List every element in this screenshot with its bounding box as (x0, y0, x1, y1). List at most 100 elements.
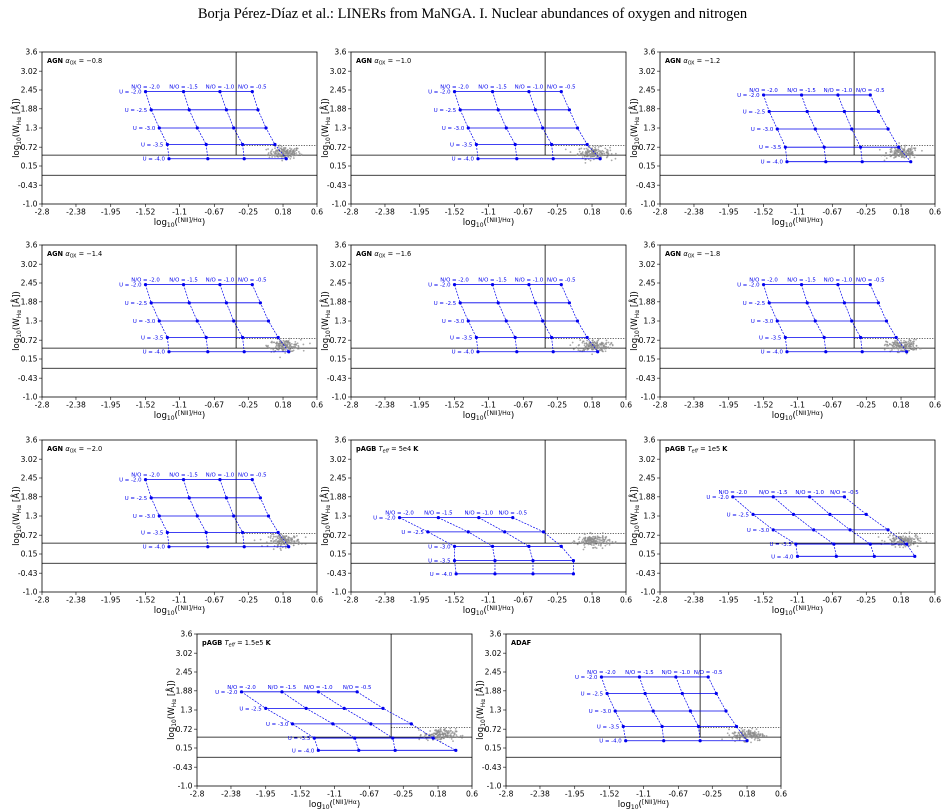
model-node (204, 335, 208, 340)
x-tick-label: -1.95 (565, 790, 585, 799)
x-tick-label: -2.8 (344, 401, 359, 410)
model-node (624, 739, 628, 743)
observed-point (594, 146, 596, 149)
observed-point (896, 148, 899, 151)
observed-point (449, 727, 452, 730)
y-tick-label: -0.43 (636, 181, 656, 190)
x-tick-label: -0.67 (822, 596, 842, 605)
observed-point (601, 350, 604, 353)
observed-point (595, 540, 597, 543)
y-tick-label: 1.88 (639, 493, 656, 502)
model-node (585, 335, 589, 340)
model-node (264, 126, 268, 130)
observed-point (276, 155, 279, 158)
model-node (458, 108, 462, 112)
observed-point (883, 540, 886, 543)
y-tick-label: 3.02 (21, 455, 38, 464)
observed-point (279, 342, 282, 345)
no-line (560, 284, 598, 352)
no-line (837, 284, 863, 352)
observed-point (596, 341, 599, 344)
plot-frame (659, 51, 936, 205)
observed-point (749, 731, 752, 734)
model-node (452, 283, 457, 287)
observed-point (299, 338, 302, 341)
model-node (452, 544, 457, 549)
model-node (541, 530, 546, 534)
observed-point (287, 536, 290, 538)
x-tick-label: 0.18 (893, 208, 910, 217)
observed-point (900, 147, 903, 149)
observed-point (603, 347, 606, 350)
observed-point (752, 733, 755, 736)
panel-11: -2.8 -2.38 -1.95 -1.52 -1.1 -0.67 -0.25 0.18 0.6… (474, 630, 787, 810)
x-tick-label: 0.6 (620, 208, 632, 217)
x-tick-label: 0.6 (775, 790, 787, 799)
observed-point (890, 349, 893, 351)
observed-point (743, 740, 746, 743)
model-node (454, 748, 458, 752)
observed-point (423, 735, 426, 738)
observed-point (898, 142, 901, 144)
u-label: U = -2.0 (737, 283, 760, 289)
model-node (621, 724, 625, 729)
y-tick-label: 1.88 (21, 298, 38, 307)
model-node (511, 516, 515, 520)
no-label: N/O = -2.0 (131, 278, 160, 284)
observed-point (605, 156, 608, 159)
y-tick-label: 1.3 (25, 124, 37, 133)
observed-point (605, 341, 608, 344)
observed-point (744, 734, 747, 737)
model-node (651, 709, 655, 713)
observed-point (450, 732, 453, 735)
x-tick-label: 0.6 (929, 208, 941, 217)
u-label: U = -2.5 (434, 108, 456, 114)
observed-point (728, 728, 730, 731)
observed-point (588, 541, 591, 544)
observed-point (253, 539, 256, 542)
model-node (397, 516, 402, 520)
observed-point (721, 738, 723, 741)
observed-point (277, 544, 279, 547)
no-line (219, 91, 245, 159)
observed-point (591, 537, 593, 540)
y-axis-label: log10(WHα [Å]) (628, 486, 641, 546)
x-tick-label: -2.38 (375, 401, 395, 410)
observed-point (442, 733, 444, 736)
model-node (858, 145, 863, 149)
x-tick-label: 0.18 (584, 401, 601, 410)
model-node (567, 108, 571, 112)
model-node (264, 706, 268, 710)
model-node (783, 335, 787, 340)
observed-point (749, 732, 752, 735)
model-node (165, 142, 169, 147)
observed-point (892, 534, 894, 537)
x-tick-label: -2.38 (684, 401, 704, 410)
x-tick-label: -2.38 (66, 208, 86, 217)
u-label: U = -2.0 (706, 495, 729, 501)
observed-point (597, 544, 600, 546)
y-tick-label: 3.6 (643, 241, 655, 250)
y-tick-label: 0.72 (176, 725, 193, 734)
no-label: N/O = -1.5 (424, 511, 453, 517)
observed-point (909, 151, 912, 154)
x-tick-label: 0.6 (311, 208, 323, 217)
model-node (868, 93, 872, 97)
observed-point (594, 148, 597, 151)
observed-point (902, 546, 905, 549)
observed-point (614, 152, 617, 155)
u-label: U = -2.5 (125, 108, 147, 114)
x-tick-label: -1.52 (136, 596, 156, 605)
observed-point (909, 149, 912, 152)
y-tick-label: 0.15 (639, 162, 656, 171)
y-tick-label: 1.3 (334, 512, 346, 521)
observed-point (614, 157, 617, 160)
panel-3: -2.8 -2.38 -1.95 -1.52 -1.1 -0.67 -0.25 0.18 0.6… (628, 48, 941, 229)
observed-point (298, 541, 300, 543)
x-tick-label: 0.18 (893, 401, 910, 410)
observed-point (282, 540, 285, 543)
y-tick-label: 0.15 (21, 162, 38, 171)
model-node (280, 690, 284, 694)
x-tick-label: -0.25 (238, 401, 258, 410)
observed-point (731, 737, 734, 740)
